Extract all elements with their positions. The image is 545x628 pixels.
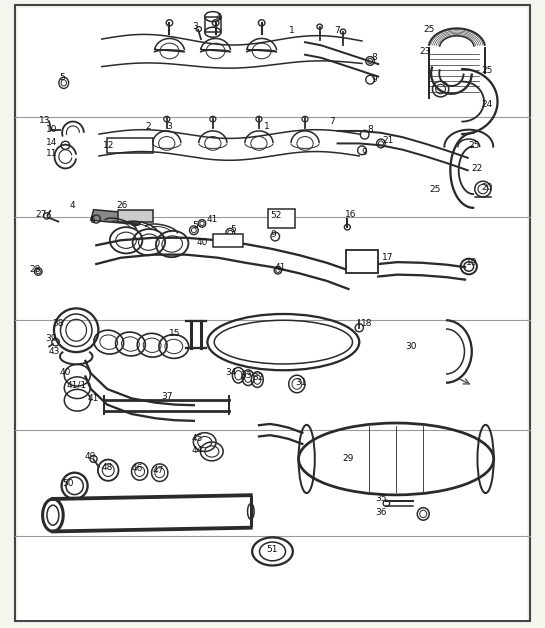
Text: 4: 4 xyxy=(215,13,221,22)
Text: 11: 11 xyxy=(46,149,58,158)
Text: 3: 3 xyxy=(192,22,198,31)
Text: 12: 12 xyxy=(102,141,114,150)
Polygon shape xyxy=(91,210,142,225)
Text: 10: 10 xyxy=(46,125,58,134)
Text: 7: 7 xyxy=(329,117,335,126)
Text: 9: 9 xyxy=(372,75,377,84)
Text: 23: 23 xyxy=(420,47,431,56)
Bar xyxy=(346,250,378,273)
Text: 6: 6 xyxy=(89,216,95,225)
Text: 33: 33 xyxy=(240,371,252,380)
Text: 2: 2 xyxy=(145,122,150,131)
Bar xyxy=(118,210,153,222)
Text: 36: 36 xyxy=(375,508,387,517)
Text: 49: 49 xyxy=(84,452,95,461)
Text: 32: 32 xyxy=(253,373,264,382)
Text: 7: 7 xyxy=(335,26,341,35)
Text: 8: 8 xyxy=(367,125,373,134)
Text: 9: 9 xyxy=(271,229,276,239)
Text: 43: 43 xyxy=(49,347,60,356)
Text: 41: 41 xyxy=(206,215,217,224)
Text: 18: 18 xyxy=(361,320,373,328)
Text: 25: 25 xyxy=(469,141,480,150)
Text: 1: 1 xyxy=(264,122,270,131)
Text: 17: 17 xyxy=(382,253,393,263)
Text: 41/1: 41/1 xyxy=(66,381,86,390)
Text: 29: 29 xyxy=(343,455,354,463)
Text: 44: 44 xyxy=(192,446,203,455)
Text: 50: 50 xyxy=(62,479,73,489)
Text: 41: 41 xyxy=(275,263,286,273)
Text: 25: 25 xyxy=(429,185,441,193)
Text: 5: 5 xyxy=(192,222,198,230)
Text: 21: 21 xyxy=(383,136,394,145)
Text: 51: 51 xyxy=(267,545,278,554)
Bar xyxy=(107,138,153,153)
Text: 34: 34 xyxy=(226,368,237,377)
Text: 37: 37 xyxy=(161,392,173,401)
Text: 9: 9 xyxy=(362,148,367,157)
Polygon shape xyxy=(205,16,221,32)
Text: 45: 45 xyxy=(192,435,203,443)
Text: 40: 40 xyxy=(60,367,71,377)
Text: 22: 22 xyxy=(472,164,483,173)
Text: 38: 38 xyxy=(52,319,64,328)
Text: 25: 25 xyxy=(482,66,493,75)
Text: 30: 30 xyxy=(405,342,417,351)
Text: 5: 5 xyxy=(59,73,65,82)
Text: 13: 13 xyxy=(39,116,51,125)
Text: 35: 35 xyxy=(375,494,387,503)
Text: 27: 27 xyxy=(35,210,47,219)
Text: 48: 48 xyxy=(101,463,113,472)
Text: 47: 47 xyxy=(153,466,165,475)
Text: 39: 39 xyxy=(46,334,57,343)
Text: 8: 8 xyxy=(372,53,377,62)
Text: 4: 4 xyxy=(69,202,75,210)
Text: 14: 14 xyxy=(46,138,58,147)
Text: 3: 3 xyxy=(167,122,172,131)
Text: 40: 40 xyxy=(196,238,208,247)
Bar xyxy=(213,234,243,247)
Text: 52: 52 xyxy=(270,211,281,220)
Text: 28: 28 xyxy=(29,265,41,274)
Text: 20: 20 xyxy=(481,183,492,192)
Bar xyxy=(268,209,295,228)
Text: 15: 15 xyxy=(169,329,180,338)
Text: 41: 41 xyxy=(88,394,99,403)
Text: 19: 19 xyxy=(467,258,478,268)
Text: 31: 31 xyxy=(295,378,307,387)
Text: 24: 24 xyxy=(482,100,493,109)
Text: 5: 5 xyxy=(230,225,236,234)
Text: 46: 46 xyxy=(131,465,143,474)
Text: 16: 16 xyxy=(346,210,357,219)
Text: 26: 26 xyxy=(116,201,128,210)
Text: 1: 1 xyxy=(289,26,294,35)
Text: 25: 25 xyxy=(423,24,434,33)
